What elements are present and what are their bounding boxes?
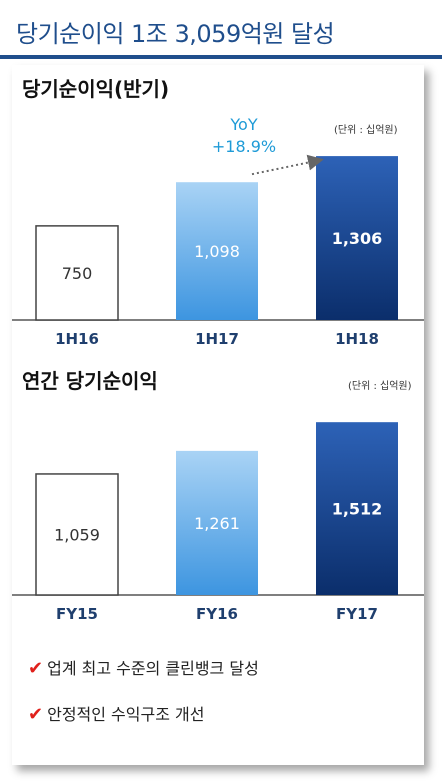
chart1-bar-1H17: [176, 182, 258, 320]
chart1-tick-label: 1H18: [335, 330, 379, 348]
chart1-bar-1H18: [316, 156, 398, 320]
chart2-value-label: 1,059: [54, 525, 100, 544]
chart1-yoy-label: YoY: [229, 115, 257, 134]
chart2-tick-label: FY15: [56, 605, 98, 623]
chart1-bar-1H16: [35, 225, 119, 321]
bullet-text-1: 업계 최고 수준의 클린뱅크 달성: [47, 659, 259, 678]
chart1-tick-label: 1H17: [195, 330, 239, 348]
chart2-bar-FY16: [176, 450, 258, 595]
chart2-bar-FY15: [35, 473, 119, 596]
chart2-svg: 1,059 FY15 1,261 FY16 1,512 FY17: [12, 422, 424, 623]
chart2-value-label: 1,261: [194, 514, 240, 533]
chart2-tick-label: FY16: [196, 605, 238, 623]
chart2-tick-label: FY17: [336, 605, 378, 623]
chart2-value-label: 1,512: [332, 500, 383, 519]
chart1-svg: 750 1H16 1,098 1H17 1,306 1H18 YoY +18.9%: [12, 115, 424, 348]
chart1-tick-label: 1H16: [55, 330, 99, 348]
check-icon: ✔: [28, 658, 44, 679]
chart2-title: 연간 당기순이익: [22, 369, 158, 393]
chart1-value-label: 1,306: [332, 229, 383, 248]
title-divider: [0, 55, 442, 59]
chart1-yoy-value: +18.9%: [212, 137, 276, 156]
bullet-text-2: 안정적인 수익구조 개선: [47, 705, 205, 724]
chart1-yoy-arrow: [251, 154, 324, 176]
chart2-bar-FY17: [316, 422, 398, 595]
check-icon: ✔: [28, 704, 44, 725]
chart1-title: 당기순이익(반기): [22, 77, 170, 101]
bullet-item-1: ✔ 업계 최고 수준의 클린뱅크 달성: [28, 655, 259, 679]
page-title: 당기순이익 1조 3,059억원 달성: [16, 20, 335, 48]
chart1-value-label: 1,098: [194, 242, 240, 261]
chart2-unit: (단위 : 십억원): [348, 381, 412, 392]
chart1-value-label: 750: [62, 264, 93, 283]
bullet-item-2: ✔ 안정적인 수익구조 개선: [28, 701, 204, 725]
content-panel: 당기순이익(반기) (단위 : 십억원) 750 1H16 1,098 1H17 1,3…: [12, 65, 424, 765]
chart1-unit: (단위 : 십억원): [334, 125, 398, 136]
